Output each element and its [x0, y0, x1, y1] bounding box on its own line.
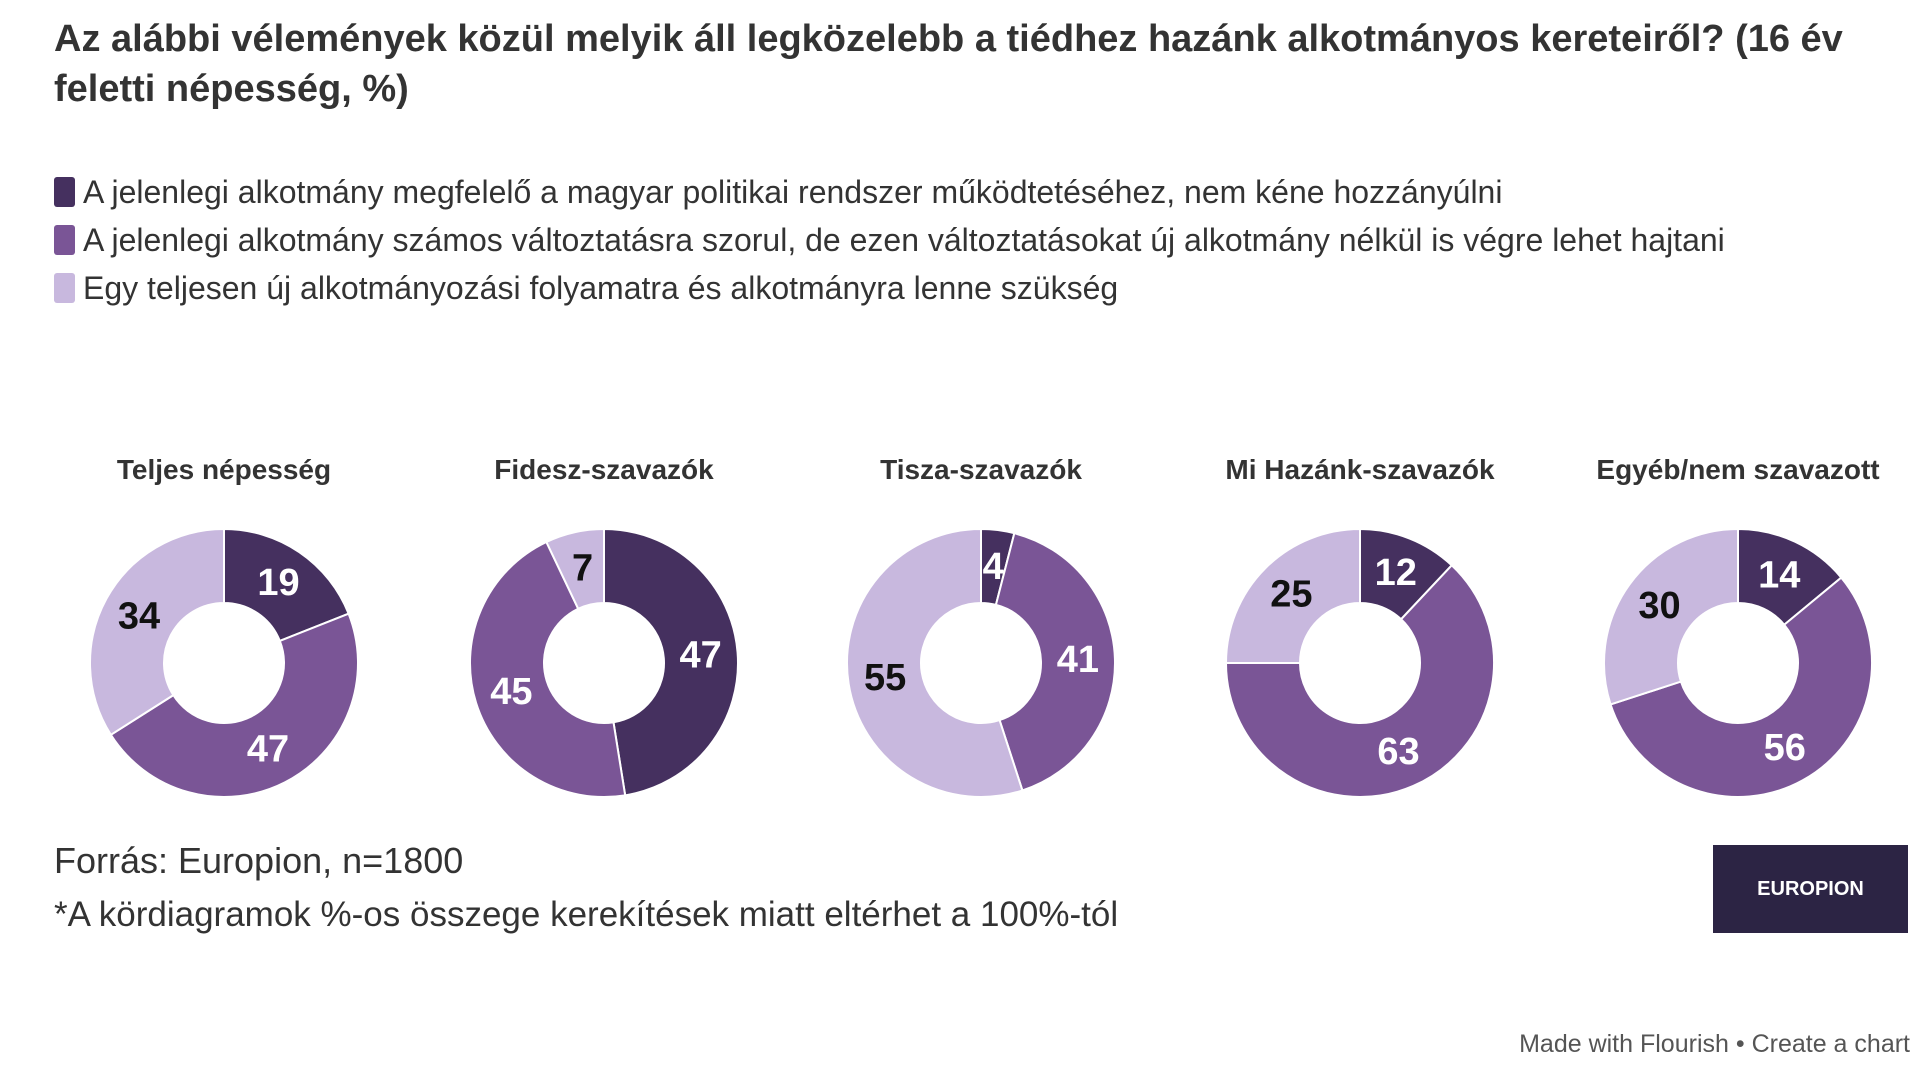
data-label: 41	[1057, 639, 1099, 681]
data-label: 56	[1764, 727, 1806, 769]
separator: •	[1735, 1030, 1745, 1058]
donut-title: Egyéb/nem szavazott	[1596, 454, 1880, 485]
made-with-link[interactable]: Made with Flourish	[1519, 1030, 1729, 1058]
donut-segment	[109, 612, 359, 798]
donut-title: Teljes népesség	[116, 454, 332, 485]
legend-item: A jelenlegi alkotmány megfelelő a magyar…	[54, 168, 1844, 216]
data-label: 45	[490, 671, 532, 713]
legend-swatch	[54, 177, 75, 207]
legend: A jelenlegi alkotmány megfelelő a magyar…	[54, 168, 1844, 312]
chart-title: Az alábbi vélemények közül melyik áll le…	[54, 18, 1843, 110]
legend-label: A jelenlegi alkotmány számos változtatás…	[83, 222, 1725, 258]
source: Forrás: Europion, n=1800	[54, 840, 464, 881]
data-label: 55	[864, 657, 906, 699]
data-label: 19	[257, 562, 299, 604]
donut-segment	[603, 527, 739, 797]
logo: EUROPION	[1713, 845, 1908, 933]
data-label: 47	[247, 728, 289, 770]
legend-label: Egy teljesen új alkotmányozási folyamatr…	[83, 270, 1119, 306]
donut-segment	[994, 531, 1116, 792]
data-label: 63	[1377, 731, 1419, 773]
donut-segment	[1603, 527, 1739, 706]
legend-item: A jelenlegi alkotmány számos változtatás…	[54, 216, 1844, 264]
data-label: 7	[572, 547, 593, 589]
donut-segment	[1609, 576, 1873, 798]
data-label: 12	[1375, 552, 1417, 594]
data-label: 47	[680, 634, 722, 676]
donut-segment	[1224, 527, 1361, 664]
donut-segment	[223, 527, 350, 643]
donut-title: Mi Hazánk-szavazók	[1225, 454, 1495, 485]
donut-segment	[469, 540, 627, 798]
legend-swatch	[54, 273, 75, 303]
footer: Made with Flourish • Create a chart	[1519, 1030, 1910, 1059]
donut-title: Fidesz-szavazók	[494, 454, 714, 485]
data-label: 14	[1758, 554, 1800, 596]
legend-item: Egy teljesen új alkotmányozási folyamatr…	[54, 264, 1844, 312]
create-link[interactable]: Create a chart	[1751, 1030, 1910, 1058]
note: *A kördiagramok %-os összege kerekítések…	[54, 895, 1119, 934]
donut-segment	[545, 527, 605, 611]
donut-segment	[89, 527, 225, 737]
donut-segment	[1224, 563, 1495, 798]
legend-swatch	[54, 225, 75, 255]
data-label: 30	[1638, 585, 1680, 627]
data-label: 34	[118, 595, 160, 637]
data-label: 25	[1270, 573, 1312, 615]
legend-label: A jelenlegi alkotmány megfelelő a magyar…	[83, 174, 1503, 210]
donut-title: Tisza-szavazók	[880, 454, 1082, 485]
donut-segment	[846, 527, 1024, 798]
data-label: 4	[983, 546, 1004, 588]
